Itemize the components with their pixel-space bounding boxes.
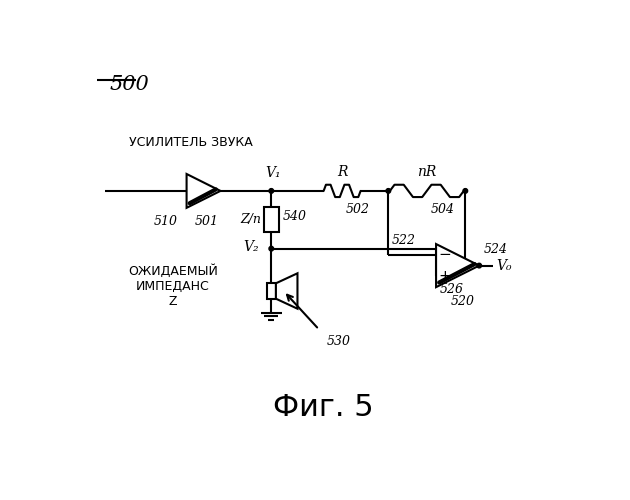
Polygon shape: [436, 244, 479, 287]
Text: 526: 526: [440, 282, 464, 296]
Circle shape: [269, 188, 273, 193]
Text: +: +: [438, 269, 451, 284]
Text: Фиг. 5: Фиг. 5: [273, 393, 373, 422]
Text: nR: nR: [417, 164, 437, 178]
Text: 520: 520: [450, 295, 474, 308]
Circle shape: [477, 264, 481, 268]
Text: 540: 540: [283, 210, 307, 223]
Text: 502: 502: [346, 203, 370, 216]
Circle shape: [463, 188, 467, 193]
Text: 530: 530: [327, 335, 351, 348]
Text: 510: 510: [153, 215, 178, 228]
Text: V₁: V₁: [265, 166, 280, 180]
Text: 524: 524: [484, 242, 508, 256]
Text: ОЖИДАЕМЫЙ
ИМПЕДАНС
Z: ОЖИДАЕМЫЙ ИМПЕДАНС Z: [128, 264, 217, 308]
Text: V₀: V₀: [496, 258, 512, 272]
Circle shape: [269, 246, 273, 251]
Text: УСИЛИТЕЛЬ ЗВУКА: УСИЛИТЕЛЬ ЗВУКА: [129, 136, 252, 148]
Text: 501: 501: [195, 215, 219, 228]
Text: 522: 522: [392, 234, 416, 247]
Bar: [266, 284, 276, 298]
Text: V₂: V₂: [243, 240, 259, 254]
Polygon shape: [276, 274, 297, 308]
Polygon shape: [186, 174, 220, 208]
Text: 504: 504: [431, 203, 455, 216]
Circle shape: [386, 188, 391, 193]
Text: 500: 500: [110, 76, 149, 94]
Text: −: −: [438, 248, 451, 262]
Text: R: R: [337, 164, 347, 178]
Bar: [263, 208, 279, 232]
Text: Z/n: Z/n: [241, 214, 261, 226]
